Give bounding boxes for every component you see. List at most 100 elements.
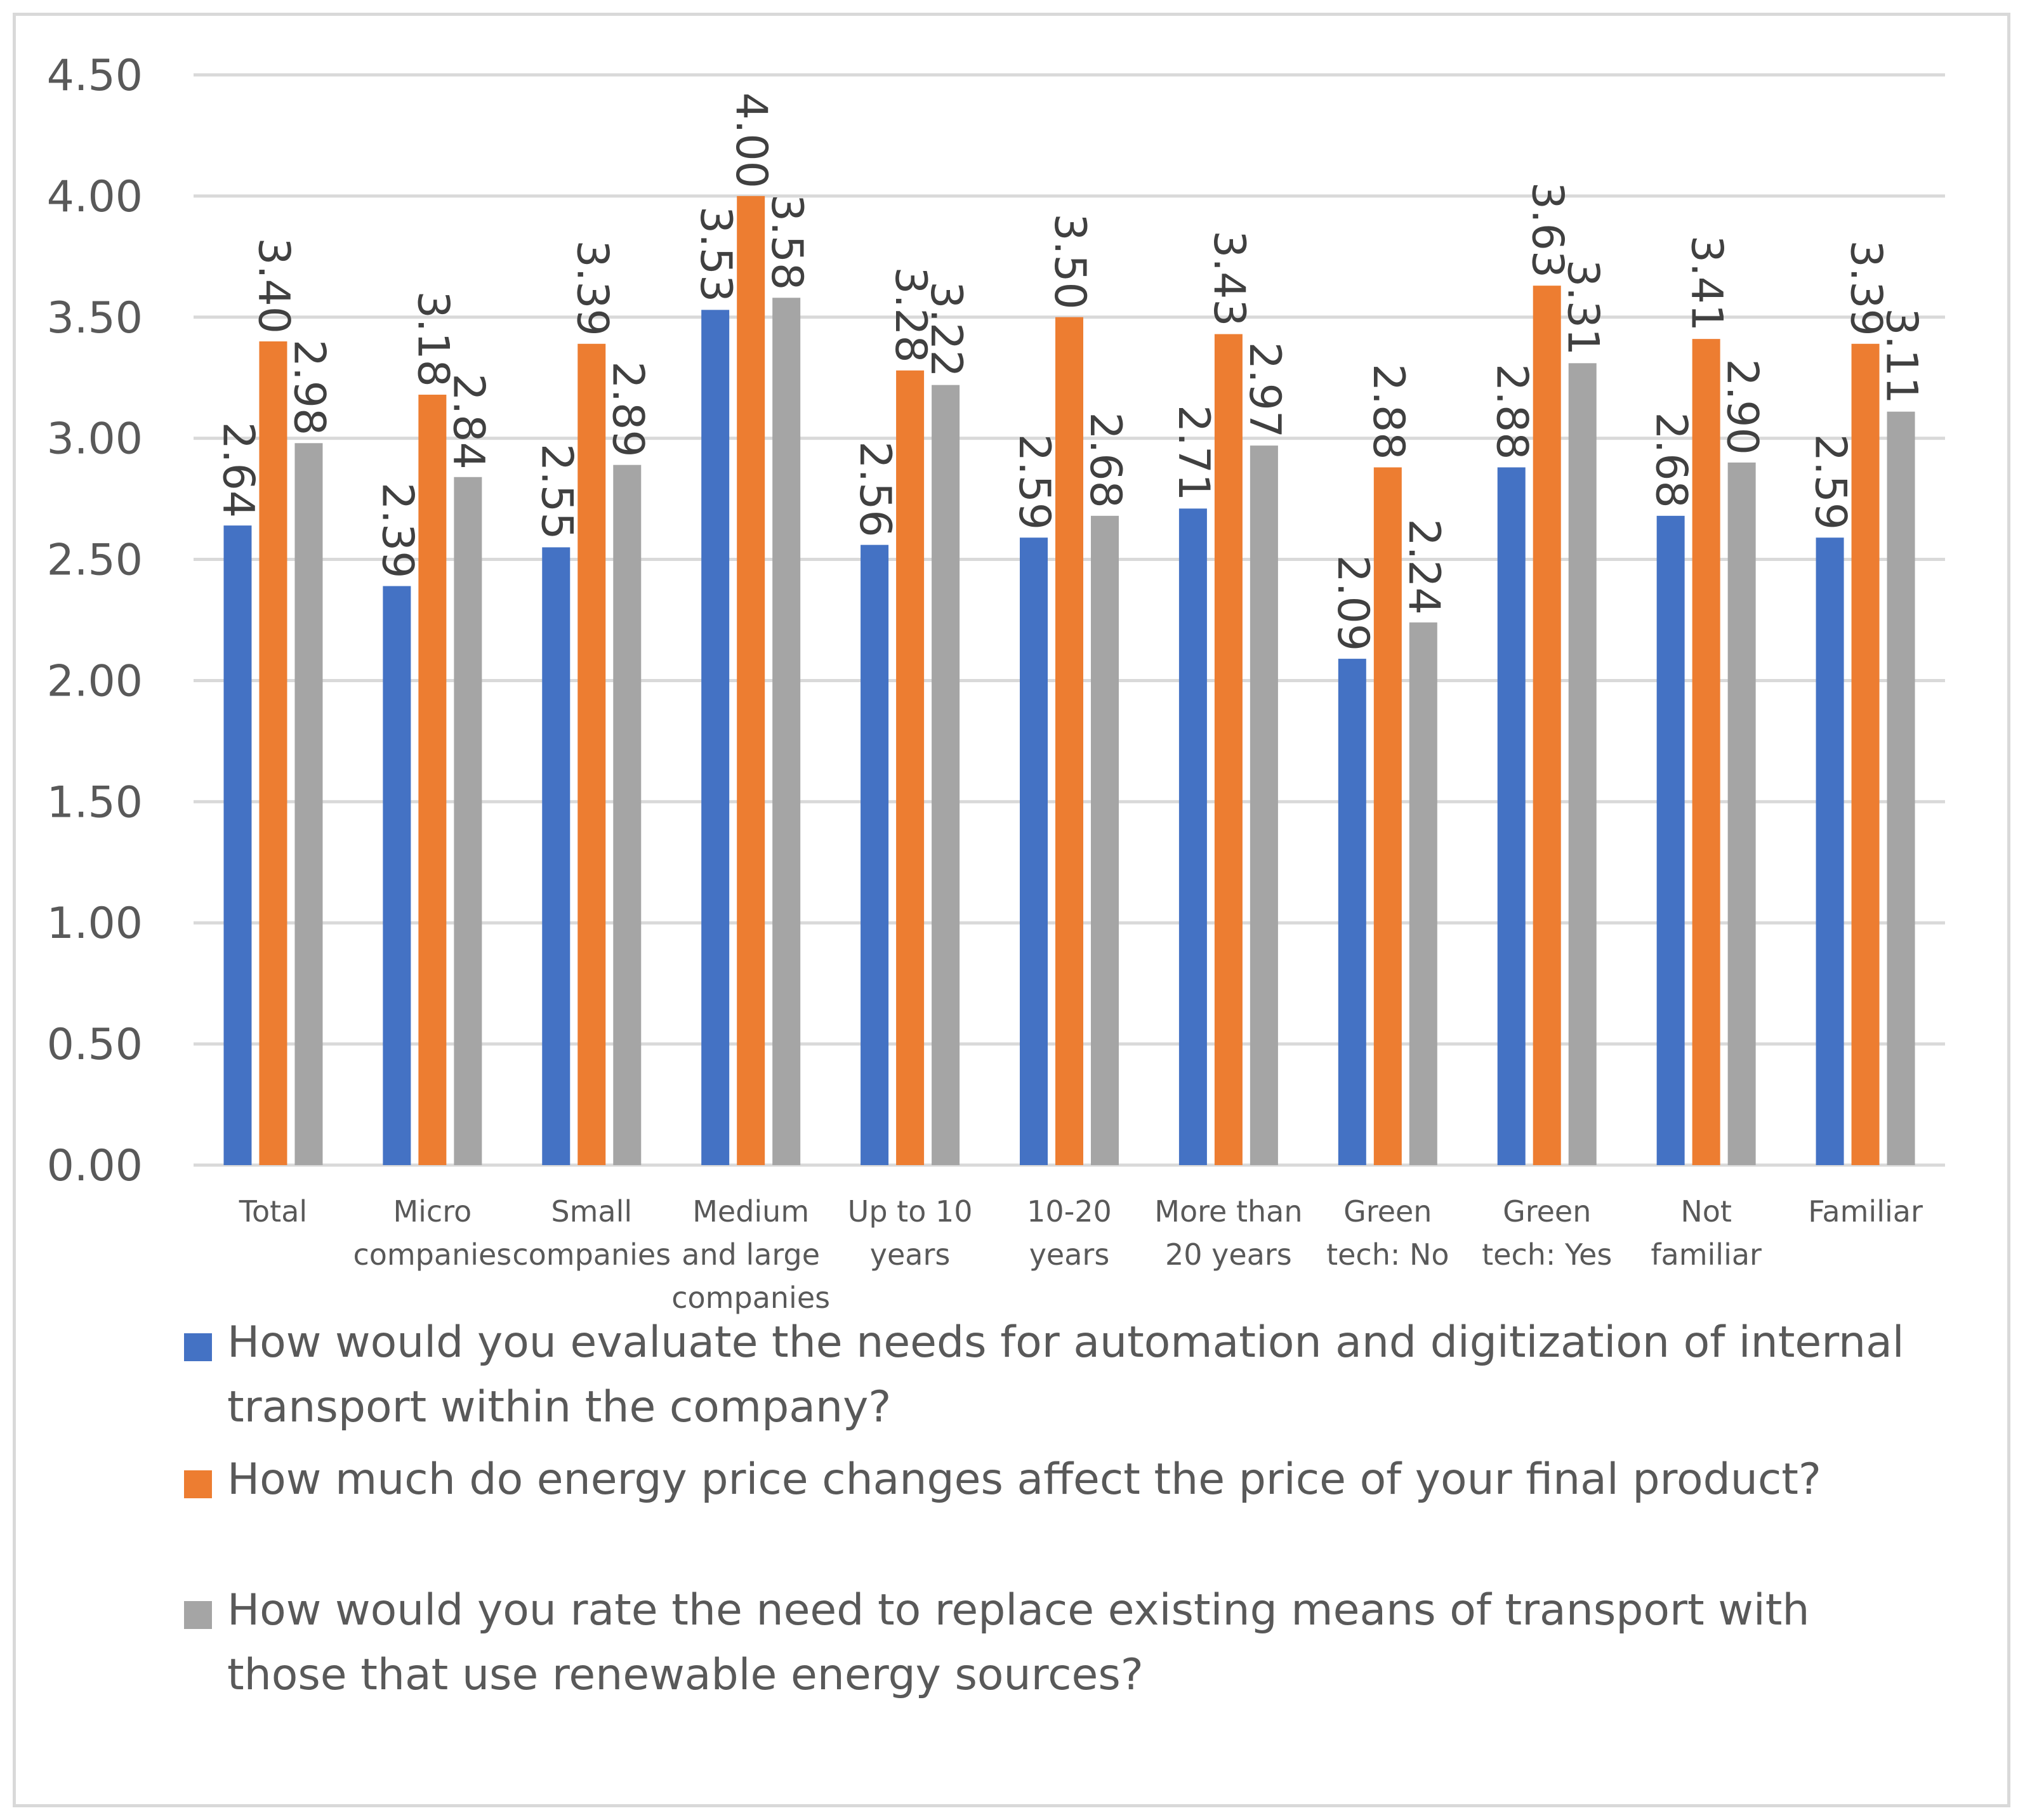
data-label: 2.84 bbox=[443, 373, 493, 469]
x-category-label: Up to 10 bbox=[848, 1194, 973, 1229]
data-label: 4.00 bbox=[726, 92, 776, 188]
bar-series-2 bbox=[737, 195, 765, 1165]
bar-series-1 bbox=[1020, 537, 1048, 1165]
bar-series-2 bbox=[1533, 286, 1561, 1165]
y-tick-label: 1.00 bbox=[47, 899, 143, 949]
data-label: 2.59 bbox=[1009, 434, 1059, 530]
x-category-label: More than bbox=[1154, 1194, 1302, 1229]
x-category-label: years bbox=[1029, 1237, 1110, 1272]
data-label: 2.71 bbox=[1168, 405, 1218, 501]
x-category-label: 10-20 bbox=[1027, 1194, 1112, 1229]
bar-series-3 bbox=[1409, 622, 1437, 1165]
x-category-label: Medium bbox=[692, 1194, 809, 1229]
x-category-label: tech: No bbox=[1326, 1237, 1449, 1272]
x-category-label: Total bbox=[239, 1194, 307, 1229]
data-label: 2.39 bbox=[372, 482, 422, 578]
bar-series-1 bbox=[1178, 508, 1207, 1165]
x-category-label: Familiar bbox=[1808, 1194, 1923, 1229]
y-axis-tick-labels: 0.00 0.50 1.00 1.50 2.00 2.50 3.00 3.50 4.00 4.50 bbox=[47, 51, 143, 1191]
legend-label-series-1: How would you evaluate the needs for aut… bbox=[227, 1317, 1904, 1432]
data-label: 3.63 bbox=[1522, 182, 1573, 278]
data-label: 2.24 bbox=[1399, 518, 1449, 614]
x-category-label: companies bbox=[353, 1237, 511, 1272]
bar-series-2 bbox=[259, 341, 287, 1165]
x-category-label: years bbox=[870, 1237, 951, 1272]
y-tick-label: 2.50 bbox=[47, 536, 143, 586]
y-tick-label: 0.00 bbox=[47, 1141, 143, 1191]
bar-series-2 bbox=[1692, 339, 1720, 1166]
data-label: 2.56 bbox=[850, 441, 900, 537]
bar-series-2 bbox=[577, 343, 606, 1165]
data-label: 3.18 bbox=[407, 291, 458, 387]
bar-series-2 bbox=[1851, 343, 1880, 1165]
data-label: 3.41 bbox=[1682, 235, 1732, 331]
y-tick-label: 3.50 bbox=[47, 293, 143, 343]
x-category-label: Small bbox=[551, 1194, 632, 1229]
data-label: 2.88 bbox=[1487, 364, 1537, 459]
data-label: 3.50 bbox=[1045, 213, 1095, 309]
x-category-label: and large bbox=[682, 1237, 820, 1272]
x-category-label: companies bbox=[512, 1237, 671, 1272]
data-label: 3.58 bbox=[762, 194, 812, 290]
data-label: 3.39 bbox=[1841, 240, 1891, 336]
bar-series-3 bbox=[772, 298, 801, 1165]
legend: How would you evaluate the needs for aut… bbox=[184, 1310, 1936, 1708]
bar-series-2 bbox=[896, 370, 925, 1166]
data-label: 3.11 bbox=[1877, 308, 1927, 404]
data-labels: 2.64 3.40 2.98 2.39 3.182.84 2.55 3.39 2.89 3.53… bbox=[213, 92, 1926, 651]
data-label: 3.43 bbox=[1204, 230, 1254, 326]
bar-series-3 bbox=[1091, 515, 1119, 1165]
x-category-label: companies bbox=[671, 1281, 830, 1315]
data-label: 2.59 bbox=[1805, 434, 1856, 530]
legend-swatch-series-1 bbox=[184, 1333, 212, 1361]
gridlines bbox=[194, 73, 1945, 1167]
data-label: 2.55 bbox=[531, 444, 581, 539]
data-label: 3.53 bbox=[690, 206, 741, 302]
bar-series-2 bbox=[1373, 467, 1402, 1165]
bar-series-1 bbox=[701, 310, 730, 1165]
bar-series-1 bbox=[1816, 537, 1844, 1165]
x-category-label: Green bbox=[1503, 1194, 1591, 1229]
y-tick-label: 3.00 bbox=[47, 414, 143, 465]
bar-series-2 bbox=[1055, 317, 1083, 1165]
data-label: 3.28 bbox=[885, 267, 935, 362]
legend-item-series-3: How would you rate the need to replace e… bbox=[184, 1578, 1936, 1708]
bar-series-3 bbox=[613, 465, 642, 1165]
bar-series-3 bbox=[294, 443, 323, 1165]
bar-series-3 bbox=[932, 385, 960, 1165]
data-label: 2.90 bbox=[1717, 359, 1767, 454]
bar-series-2 bbox=[418, 394, 447, 1165]
data-label: 3.31 bbox=[1558, 260, 1608, 355]
data-label: 2.68 bbox=[1646, 412, 1696, 508]
y-tick-label: 4.00 bbox=[47, 172, 143, 222]
y-tick-label: 1.50 bbox=[47, 777, 143, 828]
x-category-label: Micro bbox=[393, 1194, 472, 1229]
x-category-label: tech: Yes bbox=[1482, 1237, 1612, 1272]
bar-series-3 bbox=[1887, 411, 1915, 1165]
data-label: 2.64 bbox=[213, 422, 263, 518]
data-label: 3.39 bbox=[567, 240, 617, 336]
legend-swatch-series-2 bbox=[184, 1470, 212, 1498]
bars bbox=[223, 195, 1915, 1166]
data-label: 2.97 bbox=[1239, 342, 1290, 438]
x-axis-category-labels: Total Micro companies Small companies Medium a… bbox=[239, 1194, 1923, 1315]
y-tick-label: 2.00 bbox=[47, 656, 143, 706]
bar-series-3 bbox=[1727, 462, 1756, 1165]
bar-series-1 bbox=[383, 586, 411, 1165]
bar-series-3 bbox=[1250, 445, 1278, 1165]
x-category-label: Green bbox=[1343, 1194, 1432, 1229]
bar-series-1 bbox=[861, 544, 889, 1165]
data-label: 2.09 bbox=[1328, 555, 1378, 651]
bar-series-3 bbox=[454, 477, 482, 1165]
bar-series-1 bbox=[1497, 467, 1526, 1165]
legend-label-series-3: How would you rate the need to replace e… bbox=[227, 1585, 1810, 1700]
x-category-label: Not bbox=[1680, 1194, 1732, 1229]
data-label: 2.88 bbox=[1363, 364, 1413, 459]
legend-swatch-series-3 bbox=[184, 1601, 212, 1629]
bar-series-1 bbox=[542, 547, 571, 1165]
bar-series-2 bbox=[1214, 334, 1243, 1165]
legend-label-series-2: How much do energy price changes affect … bbox=[227, 1454, 1821, 1505]
y-tick-label: 4.50 bbox=[47, 51, 143, 101]
bar-series-3 bbox=[1568, 363, 1597, 1165]
legend-item-series-1: How would you evaluate the needs for aut… bbox=[184, 1310, 1936, 1440]
